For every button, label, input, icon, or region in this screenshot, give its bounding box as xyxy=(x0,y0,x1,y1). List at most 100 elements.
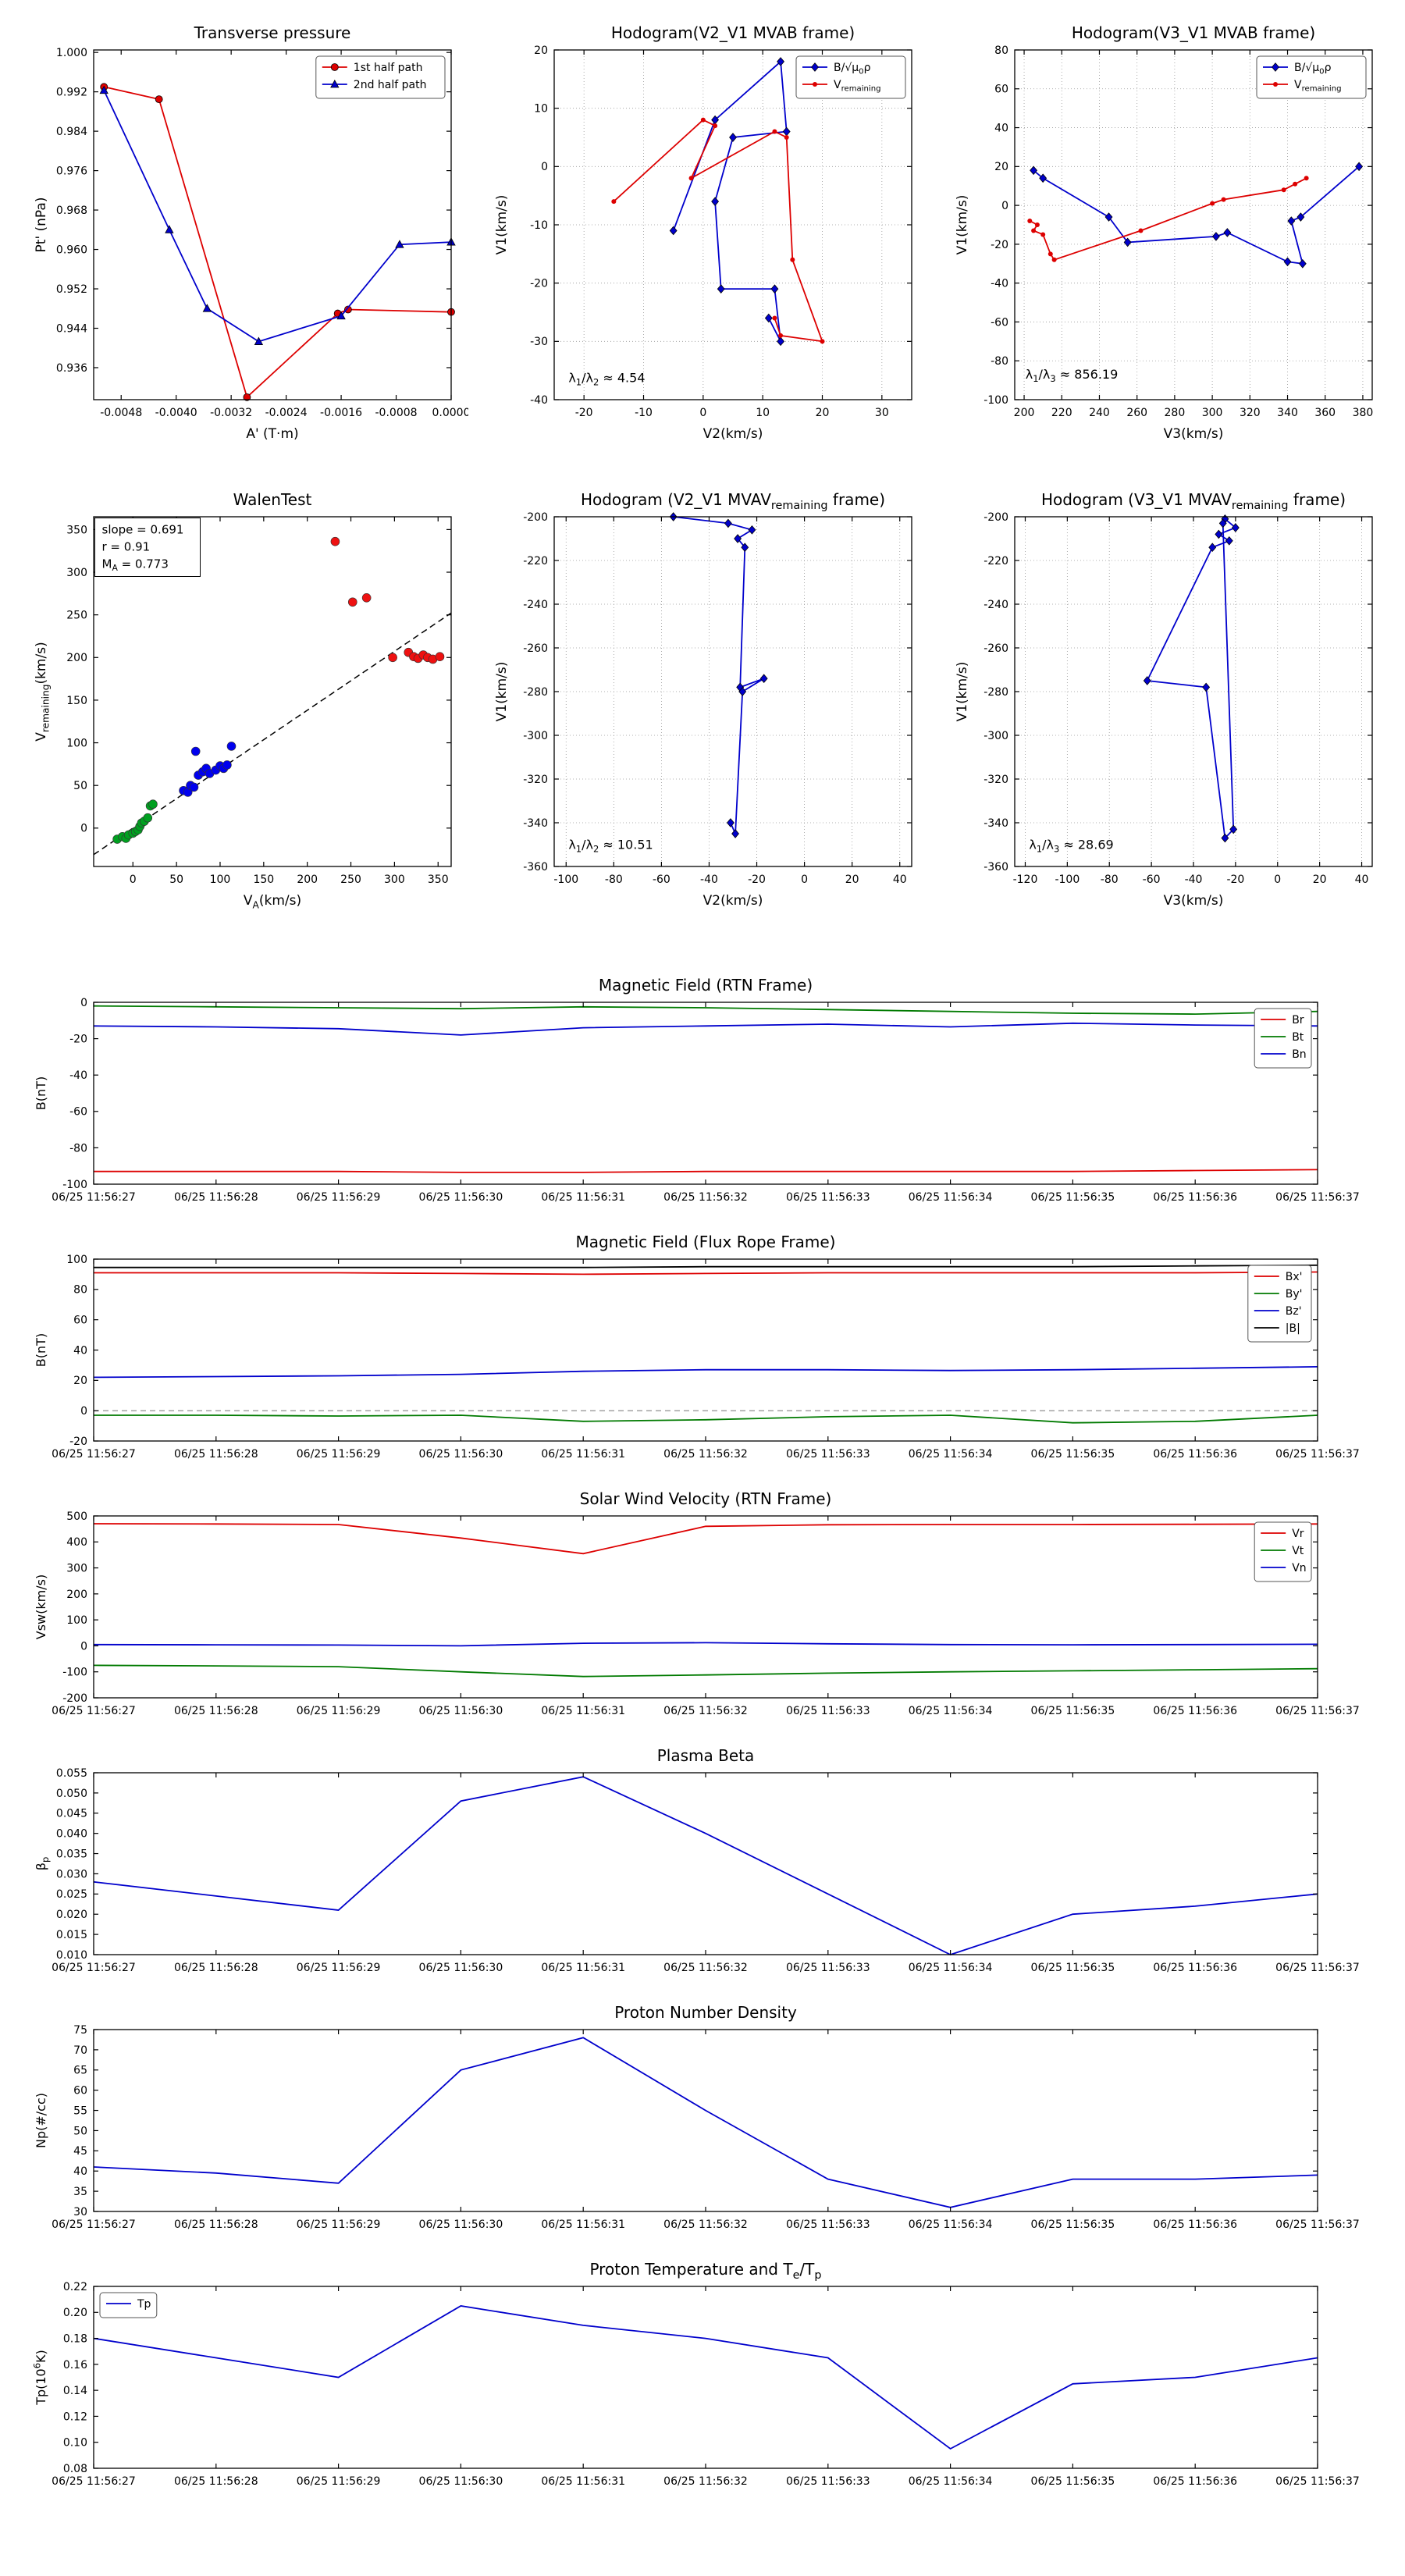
y-tick-label: 45 xyxy=(73,2145,87,2158)
x-tick-label: 06/25 11:56:29 xyxy=(297,1191,381,1204)
y-tick-label: 0.045 xyxy=(56,1808,87,1820)
y-tick-label: -200 xyxy=(523,511,548,524)
x-tick-label: 20 xyxy=(816,407,830,419)
y-tick-label: 0.992 xyxy=(56,87,87,99)
series-|B| xyxy=(94,1264,1318,1268)
svg-transverse-pressure: -0.0048 -0.0040 -0.0032 -0.0024 -0.0016 -0.00… xyxy=(34,23,469,442)
svg-plasma-beta: 06/25 11:56:27 06/25 11:56:28 06/25 11:56:… xyxy=(34,1746,1360,1974)
stats-box xyxy=(94,518,201,577)
x-tick-label: 100 xyxy=(210,873,231,886)
y-tick-label: 0.08 xyxy=(63,2463,87,2475)
x-tick-label: -60 xyxy=(1143,873,1161,886)
x-tick-label: 380 xyxy=(1353,407,1374,419)
x-tick-label: 340 xyxy=(1277,407,1298,419)
y-tick-label: -30 xyxy=(530,336,548,348)
y-tick-label: 0.040 xyxy=(56,1828,87,1841)
y-tick-label: -20 xyxy=(69,1034,87,1046)
legend-box xyxy=(99,2292,158,2318)
x-tick-label: 240 xyxy=(1089,407,1110,419)
series-V xyxy=(673,516,765,834)
x-tick-label: 0.0000 xyxy=(432,407,469,419)
x-tick-label: -0.0032 xyxy=(210,407,252,419)
y-tick-label: 20 xyxy=(534,44,548,57)
y-tick-label: 300 xyxy=(66,567,87,579)
chart-title: Solar Wind Velocity (RTN Frame) xyxy=(580,1489,832,1508)
svg-hodogram-v3v1-mvav: -120 -100 -80 -60 -40 -20 0 20 40-360-340-320-30… xyxy=(955,490,1373,909)
x-tick-label: 0 xyxy=(1274,873,1281,886)
y-tick-label: 70 xyxy=(73,2044,87,2057)
legend-label: |B| xyxy=(1286,1322,1300,1335)
x-axis-label: A' (T·m) xyxy=(246,426,298,442)
y-tick-label: 0.015 xyxy=(56,1929,87,1941)
y-tick-label: -10 xyxy=(530,219,548,232)
annotation: λ1/λ3 ≈ 28.69 xyxy=(1029,838,1113,855)
legend-label: Vr xyxy=(1292,1528,1304,1540)
chart-plasma-beta: 06/25 11:56:27 06/25 11:56:28 06/25 11:56:… xyxy=(16,1740,1389,1986)
y-axis-label: V1(km/s) xyxy=(494,662,510,722)
x-tick-label: 06/25 11:56:37 xyxy=(1275,1962,1360,1974)
x-tick-label: 06/25 11:56:27 xyxy=(52,2218,136,2231)
x-tick-label: 06/25 11:56:34 xyxy=(909,2475,993,2488)
chart-walen-test: 0 50 100 150 200 250 300 350 0 50 100 150 200 250 300 3… xyxy=(16,481,468,918)
x-tick-label: 220 xyxy=(1051,407,1072,419)
chart-transverse-pressure: -0.0048 -0.0040 -0.0032 -0.0024 -0.0016 -0.00… xyxy=(16,14,468,451)
y-tick-label: 0.952 xyxy=(56,283,87,296)
legend-box xyxy=(1254,1521,1312,1582)
x-tick-label: 06/25 11:56:36 xyxy=(1153,1448,1237,1461)
stats-line: r = 0.91 xyxy=(102,539,151,553)
chart-title: Hodogram(V3_V1 MVAB frame) xyxy=(1072,23,1315,42)
x-tick-label: 06/25 11:56:33 xyxy=(786,2475,870,2488)
legend-label: 2nd half path xyxy=(354,79,427,91)
y-tick-label: -220 xyxy=(523,555,548,568)
y-tick-label: -40 xyxy=(69,1069,87,1082)
y-tick-label: 50 xyxy=(73,2125,87,2137)
y-tick-label: 300 xyxy=(66,1562,87,1574)
plot-frame xyxy=(1014,49,1373,400)
x-tick-label: -0.0008 xyxy=(375,407,418,419)
y-tick-label: 0.968 xyxy=(56,205,87,217)
y-tick-label: -300 xyxy=(523,730,548,742)
x-tick-label: 0 xyxy=(130,873,137,886)
x-tick-label: 06/25 11:56:37 xyxy=(1275,1191,1360,1204)
legend-label: Br xyxy=(1292,1014,1304,1026)
x-tick-label: 06/25 11:56:28 xyxy=(174,2218,258,2231)
svg-mag-fluxrope: 06/25 11:56:27 06/25 11:56:28 06/25 11:56:… xyxy=(34,1233,1360,1461)
x-tick-label: 06/25 11:56:31 xyxy=(541,1448,625,1461)
x-tick-label: -40 xyxy=(700,873,718,886)
svg-hodogram-v2v1-mvab: -20 -10 0 10 20 30 -40 -30 -20 -10 0 10 20 Hodogram(V… xyxy=(494,23,912,442)
y-tick-label: 0.025 xyxy=(56,1888,87,1901)
annotation: λ1/λ2 ≈ 10.51 xyxy=(568,838,653,855)
x-tick-label: 06/25 11:56:33 xyxy=(786,1191,870,1204)
y-tick-label: 0 xyxy=(80,1640,87,1653)
y-tick-label: 100 xyxy=(66,737,87,749)
x-tick-label: 06/25 11:56:36 xyxy=(1153,2218,1237,2231)
x-tick-label: 06/25 11:56:29 xyxy=(297,1962,381,1974)
x-tick-label: 40 xyxy=(1355,873,1369,886)
y-tick-label: 0 xyxy=(80,823,87,835)
y-tick-label: 0.20 xyxy=(63,2307,87,2319)
x-tick-label: 06/25 11:56:37 xyxy=(1275,2475,1360,2488)
series-Vt xyxy=(93,1664,1318,1678)
y-tick-label: 250 xyxy=(66,610,87,622)
x-tick-label: -120 xyxy=(1013,873,1038,886)
y-tick-label: -100 xyxy=(62,1179,87,1191)
y-axis-label: Vremaining(km/s) xyxy=(34,642,51,741)
y-tick-label: 0 xyxy=(80,1405,87,1418)
x-tick-label: 06/25 11:56:28 xyxy=(174,1191,258,1204)
y-tick-label: 0.16 xyxy=(63,2359,87,2371)
x-tick-label: 06/25 11:56:34 xyxy=(909,1448,993,1461)
svg-solar-wind: 06/25 11:56:27 06/25 11:56:28 06/25 11:56:… xyxy=(34,1489,1360,1717)
y-tick-label: 55 xyxy=(73,2105,87,2117)
legend-label: Bt xyxy=(1292,1031,1304,1044)
y-tick-label: 80 xyxy=(73,1284,87,1297)
chart-hodogram-v2v1-mvav-remaining: -100 -80 -60 -40 -20 0 20 40 -360 -340 -320 -300 -28… xyxy=(476,481,929,918)
chart-title: Hodogram (V2_V1 MVAVremaining frame) xyxy=(581,490,885,512)
chart-solar-wind-velocity: 06/25 11:56:27 06/25 11:56:28 06/25 11:56:… xyxy=(16,1483,1389,1729)
legend-label: 1st half path xyxy=(354,62,423,74)
series-Np xyxy=(93,2037,1318,2208)
x-tick-label: 06/25 11:56:29 xyxy=(297,2218,381,2231)
y-tick-label: 60 xyxy=(994,84,1008,96)
y-tick-label: 10 xyxy=(534,103,548,116)
x-tick-label: -20 xyxy=(748,873,766,886)
svg-walen-test: 0 50 100 150 200 250 300 350 0 50 100 150 200 250 300 3… xyxy=(34,490,452,910)
